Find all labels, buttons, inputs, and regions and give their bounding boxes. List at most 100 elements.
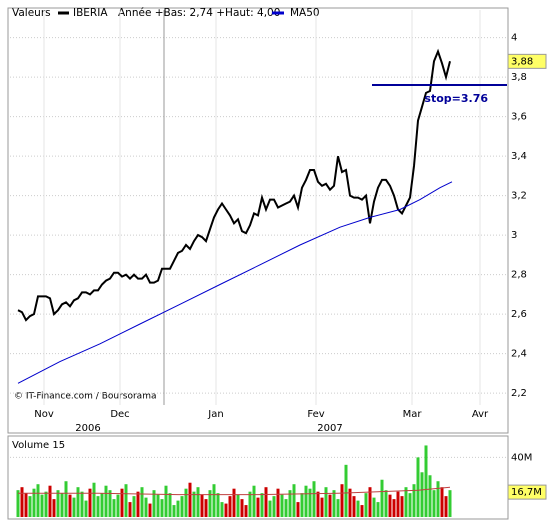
- volume-bar: [292, 484, 296, 517]
- volume-bar: [404, 487, 408, 517]
- volume-bar: [448, 490, 452, 517]
- volume-bar: [228, 496, 232, 517]
- volume-bar: [208, 490, 212, 517]
- legend: Valeurs IBERIA Année +Bas: 2,74 +Haut: 4…: [12, 7, 320, 19]
- volume-bar: [288, 490, 292, 517]
- volume-bar: [400, 496, 404, 517]
- volume-bar: [440, 487, 444, 517]
- volume-bar: [236, 494, 240, 517]
- volume-bar: [96, 496, 100, 517]
- volume-bar: [432, 490, 436, 517]
- volume-bar: [436, 481, 440, 517]
- volume-bar: [336, 499, 340, 517]
- volume-bar: [68, 494, 72, 517]
- volume-bar: [340, 484, 344, 517]
- volume-bar: [244, 505, 248, 517]
- subtitle: Année +Bas: 2,74 +Haut: 4,00: [118, 7, 280, 19]
- volume-bar: [148, 503, 152, 517]
- legend-title: Valeurs: [12, 7, 51, 19]
- volume-bar: [40, 494, 44, 517]
- y-tick-label: 4: [511, 33, 517, 44]
- volume-bar: [328, 494, 332, 517]
- volume-bar: [28, 496, 32, 517]
- volume-bar: [216, 493, 220, 517]
- year-label: 2006: [75, 423, 100, 434]
- volume-bar: [172, 505, 176, 517]
- x-tick-label: Dec: [110, 409, 129, 420]
- year-label: 2007: [317, 423, 342, 434]
- volume-bar: [92, 482, 96, 517]
- volume-bar: [428, 475, 432, 517]
- volume-bar: [44, 491, 48, 517]
- price-panel: [7, 7, 509, 434]
- volume-bar: [408, 493, 412, 517]
- volume-bar: [104, 485, 108, 517]
- volume-bar: [220, 502, 224, 517]
- volume-bar: [300, 493, 304, 517]
- volume-bar: [56, 490, 60, 517]
- volume-bar: [424, 445, 428, 517]
- volume-bar: [136, 491, 140, 517]
- volume-bar: [16, 490, 20, 517]
- volume-bar: [48, 485, 52, 517]
- volume-bar: [120, 488, 124, 517]
- volume-bar: [312, 481, 316, 517]
- volume-bar: [276, 488, 280, 517]
- volume-bar: [32, 488, 36, 517]
- y-tick-label: 2,6: [511, 309, 527, 320]
- volume-bar: [324, 487, 328, 517]
- x-tick-label: Fev: [307, 409, 324, 420]
- volume-bar: [264, 487, 268, 517]
- volume-bar: [248, 491, 252, 517]
- volume-bar: [252, 485, 256, 517]
- volume-bar: [284, 499, 288, 517]
- volume-title: Volume 15: [12, 440, 65, 451]
- volume-bar: [232, 488, 236, 517]
- y-tick-label: 3,2: [511, 191, 527, 202]
- volume-bar: [144, 497, 148, 517]
- volume-bar: [112, 499, 116, 517]
- volume-bar: [180, 496, 184, 517]
- volume-bar: [416, 457, 420, 517]
- y-tick-label: 2,4: [511, 349, 527, 360]
- volume-bar: [348, 488, 352, 517]
- volume-ma-line: [18, 486, 451, 496]
- volume-bar: [64, 481, 68, 517]
- volume-bar: [168, 493, 172, 517]
- volume-bar: [80, 491, 84, 517]
- y-tick-label: 3,8: [511, 72, 527, 83]
- watermark: © IT-Finance.com / Boursorama: [14, 392, 156, 402]
- volume-bar: [60, 493, 64, 517]
- volume-bar: [364, 493, 368, 517]
- volume-bar: [344, 464, 348, 517]
- x-tick-label: Jan: [207, 409, 223, 420]
- volume-bar: [280, 494, 284, 517]
- volume-bar: [372, 497, 376, 517]
- series-line: [17, 48, 451, 322]
- volume-bar: [256, 497, 260, 517]
- volume-bar: [156, 494, 160, 517]
- volume-bar: [388, 494, 392, 517]
- volume-bar: [192, 491, 196, 517]
- volume-bar: [212, 484, 216, 517]
- volume-bar: [72, 497, 76, 517]
- volume-bar: [376, 502, 380, 517]
- volume-bar: [160, 499, 164, 517]
- volume-bar: [392, 499, 396, 517]
- volume-bar: [188, 482, 192, 517]
- volume-bar: [184, 488, 188, 517]
- volume-bar: [352, 496, 356, 517]
- volume-bar: [316, 491, 320, 517]
- volume-bar: [152, 490, 156, 517]
- volume-bar: [360, 505, 364, 517]
- volume-bar: [204, 499, 208, 517]
- volume-bar: [124, 484, 128, 517]
- volume-bar: [260, 493, 264, 517]
- last-value-label: 16,7M: [511, 487, 542, 498]
- volume-bar: [332, 490, 336, 517]
- volume-bar: [24, 493, 28, 517]
- series-line: [17, 181, 453, 384]
- y-tick-label: 2,8: [511, 270, 527, 281]
- volume-bar: [20, 487, 24, 517]
- volume-bar: [444, 496, 448, 517]
